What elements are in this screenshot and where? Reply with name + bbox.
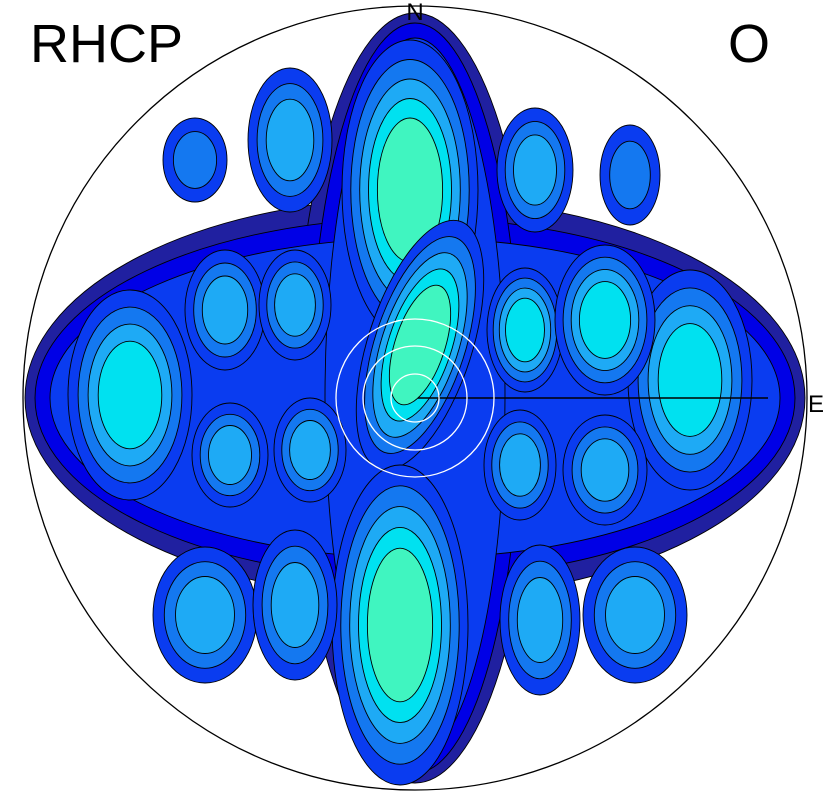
contour-band-level-5 <box>606 577 665 654</box>
lobe-side-11 <box>500 545 580 695</box>
contour-band-level-7 <box>367 548 432 702</box>
lobe-north-east <box>555 245 655 395</box>
contour-band-level-4 <box>173 132 216 189</box>
lobe-side-6 <box>192 403 268 507</box>
contour-band-level-6 <box>658 324 722 437</box>
lobe-side-1 <box>163 118 227 202</box>
contour-band-level-5 <box>202 276 247 344</box>
lobe-side-8 <box>484 410 556 520</box>
lobe-south-west <box>153 547 257 683</box>
sense-label: O <box>728 14 770 74</box>
lobe-south-east <box>583 547 687 683</box>
lobe-north-west <box>185 250 265 370</box>
contour-band-level-5 <box>517 578 562 663</box>
lobe-side-2 <box>248 68 332 212</box>
lobe-west <box>68 290 192 500</box>
lobe-east-center <box>487 268 563 392</box>
lobe-side-4 <box>600 125 660 225</box>
contour-band-level-5 <box>290 421 331 480</box>
east-label: E <box>808 391 824 418</box>
lobe-side-3 <box>497 108 573 232</box>
contour-band-level-6 <box>579 282 630 359</box>
lobe-south-center <box>332 465 468 785</box>
north-label: N <box>406 0 423 26</box>
contour-band-level-5 <box>209 426 252 485</box>
contour-band-level-5 <box>275 274 316 336</box>
contour-band-level-5 <box>500 434 541 496</box>
lobe-side-10 <box>253 530 337 680</box>
contour-band-level-6 <box>98 341 162 449</box>
contour-band-level-5 <box>514 135 557 205</box>
contour-band-level-4 <box>610 141 651 209</box>
contour-band-level-5 <box>581 439 629 501</box>
contour-layer <box>25 13 805 785</box>
lobe-side-7 <box>274 398 346 502</box>
contour-band-level-6 <box>506 298 545 362</box>
contour-band-level-5 <box>271 563 319 648</box>
lobe-side-9 <box>563 415 647 525</box>
lobe-side-5 <box>259 250 331 360</box>
contour-band-level-5 <box>266 99 314 181</box>
contour-band-level-5 <box>176 577 235 654</box>
polarization-label: RHCP <box>30 14 183 74</box>
